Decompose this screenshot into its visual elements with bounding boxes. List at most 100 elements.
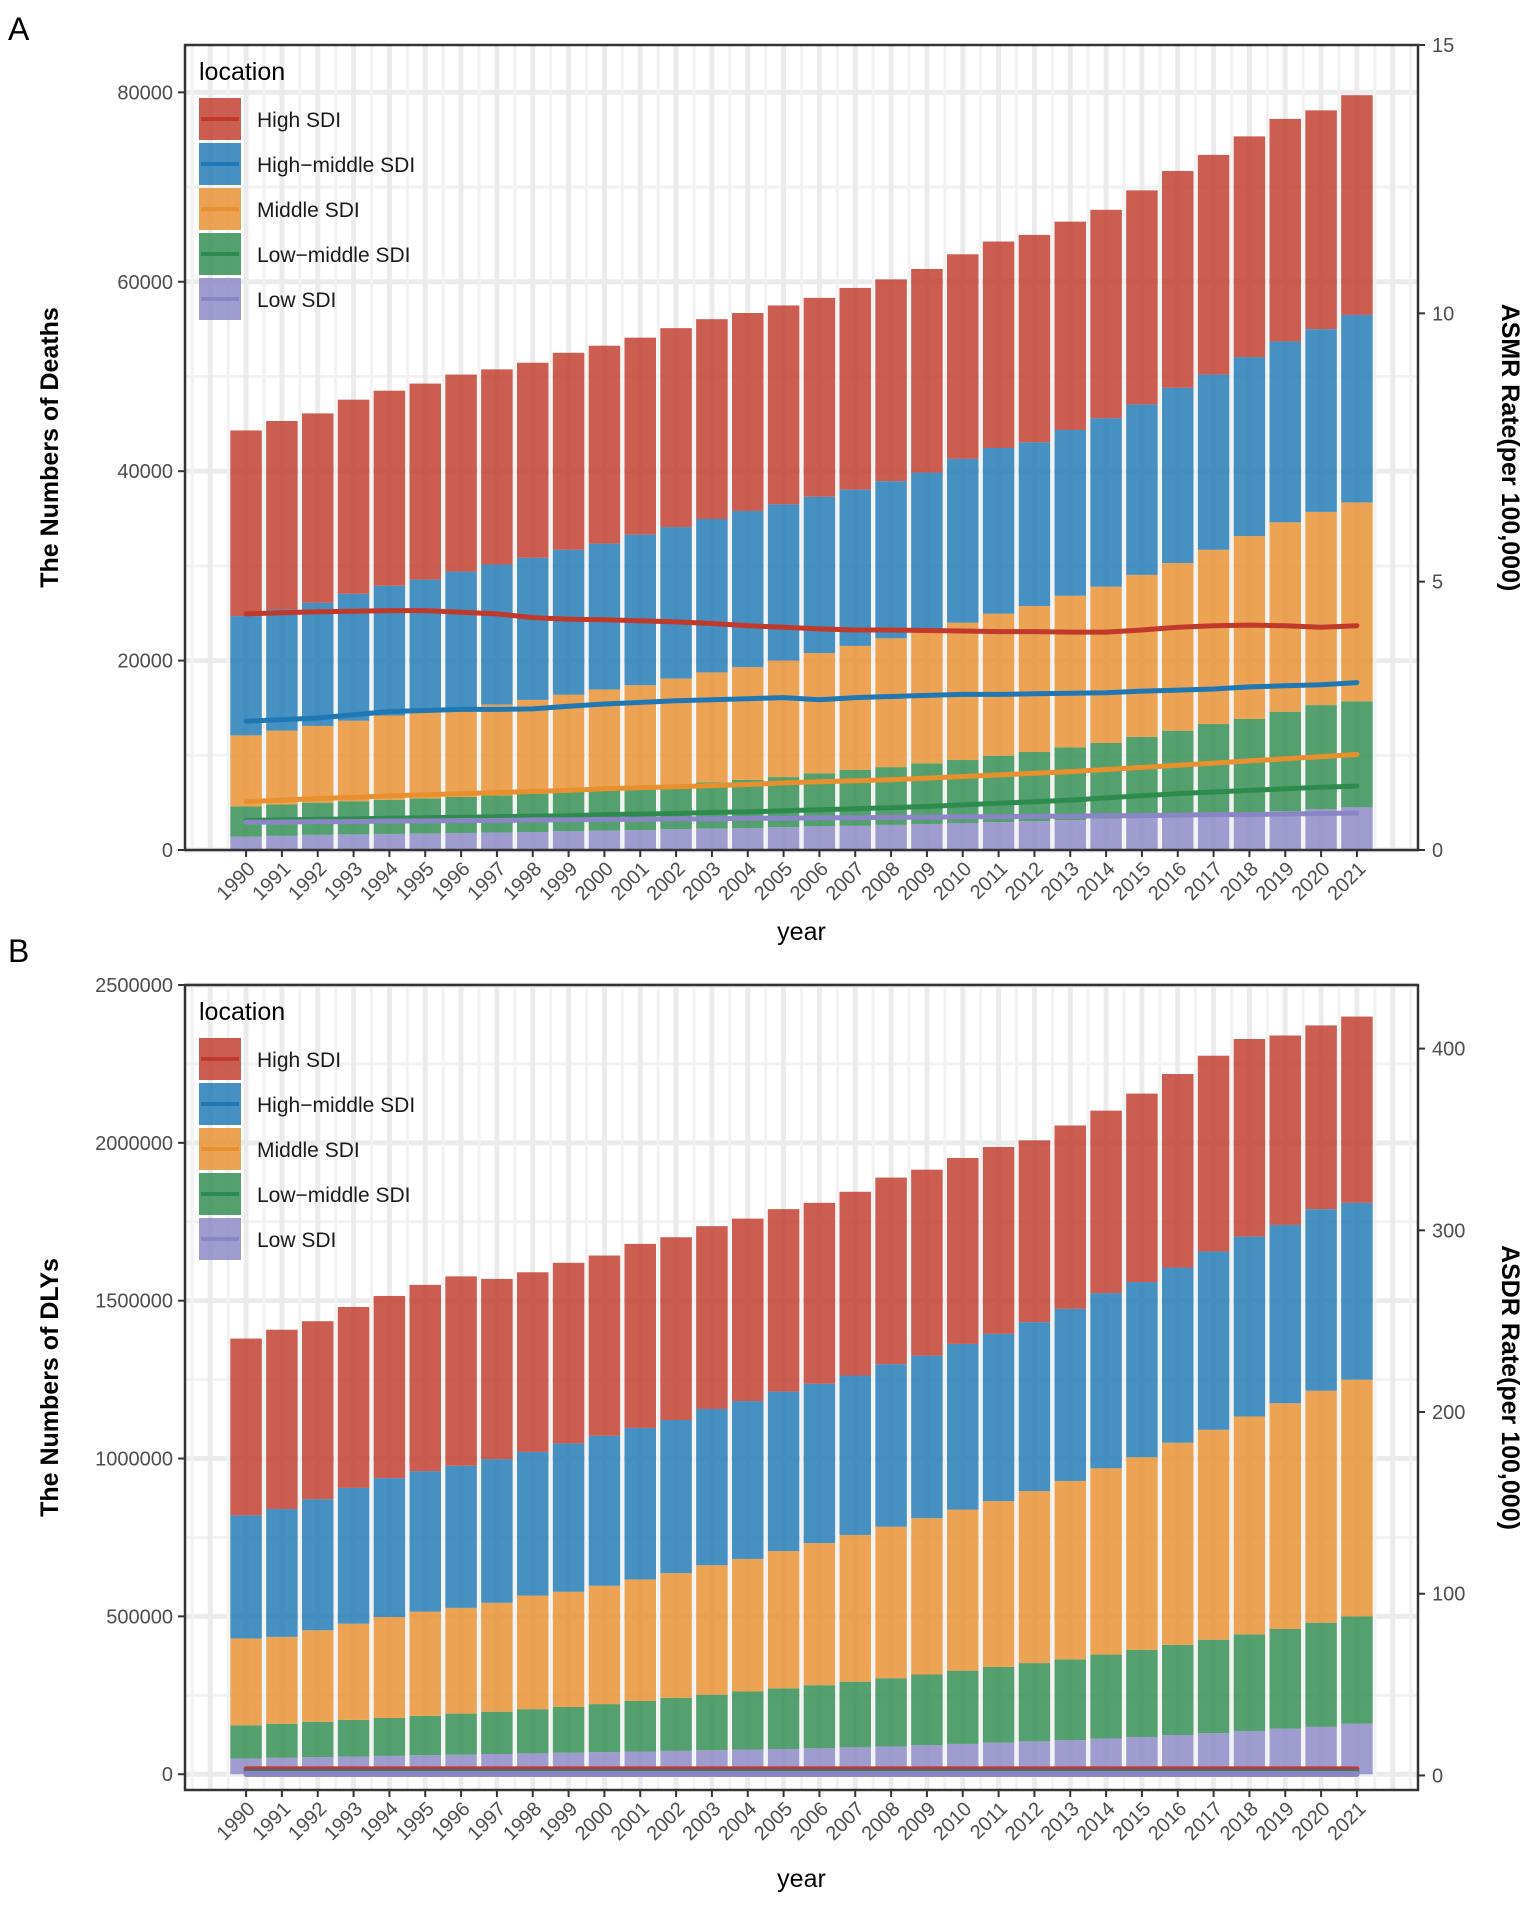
bar-middle-sdi-2016 — [1161, 1442, 1194, 1645]
bar-low-sdi-1994 — [373, 833, 406, 850]
legend-label: High SDI — [257, 109, 341, 132]
bar-high-sdi-2011 — [982, 241, 1015, 448]
y-axis-title: The Numbers of Deaths — [36, 307, 64, 588]
bar-high-middle-sdi-1997 — [481, 564, 513, 705]
legend-label: Low SDI — [257, 289, 336, 312]
bar-high-sdi-2009 — [911, 268, 943, 473]
bar-high-middle-sdi-2019 — [1269, 341, 1302, 523]
panel-label: A — [8, 11, 30, 47]
bar-high-middle-sdi-2001 — [624, 534, 657, 686]
bar-high-middle-sdi-2003 — [696, 1408, 728, 1566]
bar-middle-sdi-2015 — [1126, 574, 1158, 737]
bar-high-middle-sdi-2020 — [1305, 329, 1337, 512]
bar-low-middle-sdi-2019 — [1269, 1629, 1302, 1729]
bar-high-sdi-1999 — [552, 1262, 585, 1444]
bar-high-sdi-2015 — [1126, 1093, 1158, 1283]
bar-low-middle-sdi-1999 — [552, 1706, 585, 1753]
bar-middle-sdi-2000 — [588, 1585, 621, 1705]
bar-middle-sdi-2006 — [803, 1543, 836, 1686]
bar-low-middle-sdi-2020 — [1305, 1622, 1337, 1727]
bar-low-sdi-2006 — [803, 826, 836, 850]
bar-high-sdi-2017 — [1197, 154, 1230, 375]
y2-axis-title: ASMR Rate(per 100,000) — [1496, 304, 1524, 592]
bar-high-middle-sdi-2018 — [1233, 357, 1266, 537]
legend-label: High SDI — [257, 1049, 341, 1072]
bar-low-middle-sdi-2016 — [1161, 730, 1194, 816]
bar-middle-sdi-2005 — [767, 660, 800, 778]
legend-label: High−middle SDI — [257, 1094, 415, 1117]
bar-high-middle-sdi-2008 — [875, 481, 907, 639]
legend-label: High−middle SDI — [257, 154, 415, 177]
bar-middle-sdi-2018 — [1233, 1416, 1266, 1635]
bar-low-sdi-2008 — [875, 824, 907, 850]
bar-low-sdi-1991 — [266, 835, 298, 850]
bar-high-sdi-2011 — [982, 1146, 1015, 1334]
bar-high-sdi-2002 — [660, 1237, 692, 1421]
bar-high-sdi-2003 — [696, 319, 728, 520]
bar-high-middle-sdi-1993 — [337, 593, 370, 721]
bar-low-sdi-2014 — [1090, 818, 1122, 850]
bar-high-middle-sdi-1996 — [445, 571, 477, 708]
y2-tick-label: 15 — [1432, 35, 1454, 57]
bar-low-middle-sdi-2018 — [1233, 718, 1266, 813]
bar-high-middle-sdi-2009 — [911, 1355, 943, 1519]
bar-middle-sdi-2012 — [1018, 1491, 1051, 1664]
bar-low-middle-sdi-2017 — [1197, 1639, 1230, 1734]
bar-high-sdi-2013 — [1054, 1125, 1087, 1309]
bar-low-middle-sdi-2021 — [1341, 1616, 1373, 1724]
y2-tick-label: 5 — [1432, 572, 1443, 594]
bar-high-middle-sdi-1999 — [552, 1443, 585, 1592]
bar-low-middle-sdi-2012 — [1018, 751, 1051, 822]
y2-tick-label: 400 — [1432, 1039, 1465, 1061]
bar-low-middle-sdi-2011 — [982, 1666, 1015, 1743]
bar-low-sdi-1993 — [337, 834, 370, 850]
bar-high-middle-sdi-2000 — [588, 1435, 621, 1586]
bar-low-middle-sdi-1997 — [481, 1711, 513, 1755]
bar-low-middle-sdi-2013 — [1054, 747, 1087, 821]
bar-low-middle-sdi-1994 — [373, 1718, 406, 1756]
bar-high-sdi-1997 — [481, 369, 513, 565]
legend-title: location — [199, 998, 285, 1026]
y-tick-label: 40000 — [117, 461, 173, 483]
bar-middle-sdi-2001 — [624, 1579, 657, 1701]
bar-high-middle-sdi-1996 — [445, 1465, 477, 1608]
bar-high-sdi-2003 — [696, 1226, 728, 1409]
bar-high-middle-sdi-1992 — [301, 602, 334, 726]
bar-low-sdi-2003 — [696, 828, 728, 850]
bar-low-sdi-2018 — [1233, 812, 1266, 850]
bar-high-middle-sdi-2007 — [839, 1375, 872, 1535]
bar-high-middle-sdi-2012 — [1018, 1322, 1051, 1492]
bar-high-sdi-2004 — [731, 1218, 764, 1402]
bar-middle-sdi-2007 — [839, 645, 872, 770]
bar-middle-sdi-1999 — [552, 1591, 585, 1707]
bar-high-sdi-1995 — [409, 383, 442, 580]
bar-high-sdi-2013 — [1054, 221, 1087, 430]
bar-high-sdi-1994 — [373, 1295, 406, 1479]
bar-low-middle-sdi-2005 — [767, 1688, 800, 1749]
bar-high-sdi-1997 — [481, 1278, 513, 1460]
bar-high-middle-sdi-2002 — [660, 527, 692, 679]
bar-middle-sdi-1998 — [516, 1595, 549, 1710]
panel-b: B 0 500000 1000000 1500000 2000000 2500000 0 100… — [8, 933, 1524, 1893]
bar-low-middle-sdi-2003 — [696, 782, 728, 829]
bar-high-sdi-2008 — [875, 1177, 907, 1365]
bar-middle-sdi-1990 — [230, 1638, 262, 1726]
bar-middle-sdi-2014 — [1090, 1468, 1122, 1655]
bar-high-middle-sdi-1995 — [409, 1471, 442, 1612]
bar-low-sdi-2011 — [982, 822, 1015, 850]
bar-high-sdi-2012 — [1018, 1140, 1051, 1323]
bar-high-middle-sdi-2001 — [624, 1427, 657, 1580]
bar-high-sdi-2012 — [1018, 234, 1051, 443]
bar-high-middle-sdi-1991 — [266, 609, 298, 731]
bar-high-sdi-1996 — [445, 374, 477, 572]
bar-low-sdi-2015 — [1126, 817, 1158, 850]
bar-low-middle-sdi-1992 — [301, 1721, 334, 1758]
bar-high-sdi-2004 — [731, 313, 764, 511]
bar-middle-sdi-1998 — [516, 699, 549, 794]
legend-label: Low SDI — [257, 1229, 336, 1252]
bar-low-middle-sdi-1996 — [445, 1713, 477, 1755]
bar-low-middle-sdi-1995 — [409, 1715, 442, 1756]
bar-low-sdi-2013 — [1054, 820, 1087, 850]
rate-line-low-middle-sdi — [243, 783, 1360, 823]
bar-high-middle-sdi-2015 — [1126, 1282, 1158, 1458]
